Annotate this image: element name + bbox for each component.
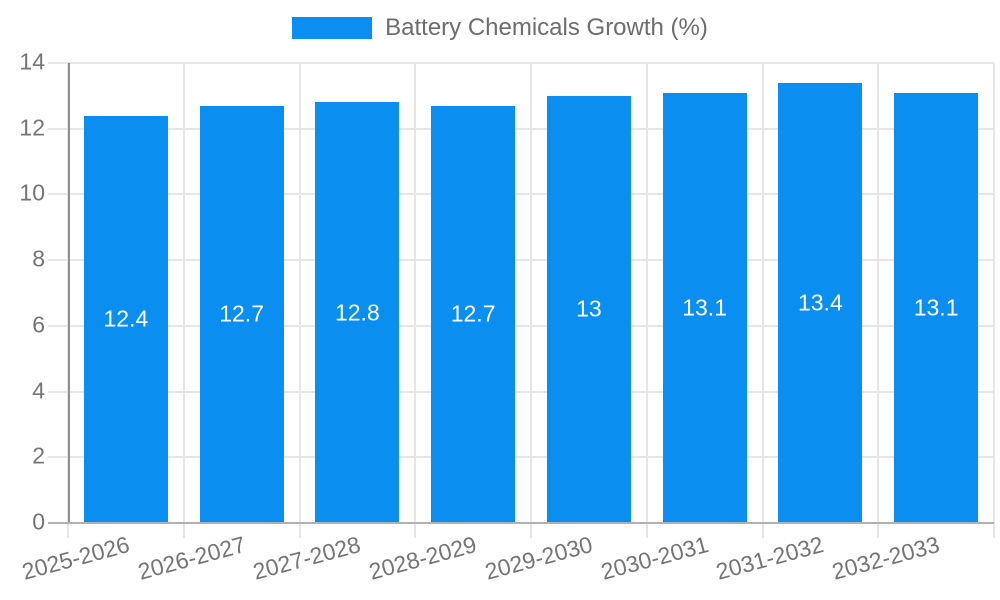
y-tick-label: 2 <box>32 442 45 469</box>
gridline-vertical <box>298 63 301 538</box>
x-tick-label: 2027-2028 <box>250 531 364 585</box>
x-tick-label: 2029-2030 <box>482 531 596 585</box>
gridline-horizontal <box>48 390 994 393</box>
bar-value-label: 12.8 <box>334 299 380 326</box>
legend-label: Battery Chemicals Growth (%) <box>385 14 708 41</box>
bar-value-label: 12.7 <box>219 300 264 327</box>
bar-value-label: 13.4 <box>797 289 843 316</box>
gridline-horizontal <box>48 62 994 64</box>
bar[interactable]: 13.4 <box>778 82 863 523</box>
x-tick-label: 2028-2029 <box>366 531 480 585</box>
gridline-vertical <box>993 63 995 538</box>
gridline-horizontal <box>48 259 994 262</box>
gridline-vertical <box>530 63 532 538</box>
y-tick-label: 8 <box>32 245 45 272</box>
gridline-horizontal <box>48 193 994 196</box>
bar[interactable]: 12.8 <box>315 102 400 523</box>
x-tick-label: 2032-2033 <box>829 531 943 585</box>
bar-value-label: 12.4 <box>103 305 149 332</box>
y-tick-label: 14 <box>19 48 45 75</box>
x-tick-label: 2031-2032 <box>713 531 827 585</box>
gridline-horizontal <box>48 127 994 130</box>
y-tick-label: 0 <box>32 508 45 535</box>
gridline-horizontal <box>48 456 994 459</box>
bar[interactable]: 12.7 <box>199 105 284 523</box>
gridline-vertical <box>182 63 185 538</box>
bar[interactable]: 12.7 <box>431 105 516 523</box>
gridline-horizontal <box>48 324 994 327</box>
y-axis-line <box>68 63 70 523</box>
y-tick-label: 6 <box>32 311 45 338</box>
gridline-vertical <box>414 63 417 538</box>
legend[interactable]: Battery Chemicals Growth (%) <box>0 14 1000 42</box>
bar-value-label: 13 <box>576 295 602 322</box>
plot-area: 0 2 4 6 8 10 12 14 12.4 12.7 12.8 12.7 13 13.1 13.4 13… <box>19 50 995 585</box>
bar[interactable]: 13.1 <box>894 92 979 523</box>
gridline-vertical <box>645 63 648 538</box>
x-tick-label: 2026-2027 <box>134 531 248 585</box>
bar-value-label: 12.7 <box>450 300 496 327</box>
bar-value-label: 13.1 <box>682 294 727 321</box>
y-tick-label: 4 <box>32 377 45 404</box>
bar-value-label: 13.1 <box>913 294 959 321</box>
y-tick-label: 12 <box>19 114 45 141</box>
gridline-vertical <box>761 63 764 538</box>
x-axis-line <box>48 522 994 524</box>
bar[interactable]: 13 <box>546 95 631 523</box>
gridline-vertical <box>877 63 880 538</box>
bar[interactable]: 12.4 <box>83 115 168 523</box>
legend-swatch[interactable] <box>292 17 373 39</box>
x-tick-label: 2030-2031 <box>597 531 711 585</box>
x-tick-label: 2025-2026 <box>19 531 133 585</box>
y-tick-label: 10 <box>19 180 45 207</box>
bar[interactable]: 13.1 <box>662 92 747 523</box>
